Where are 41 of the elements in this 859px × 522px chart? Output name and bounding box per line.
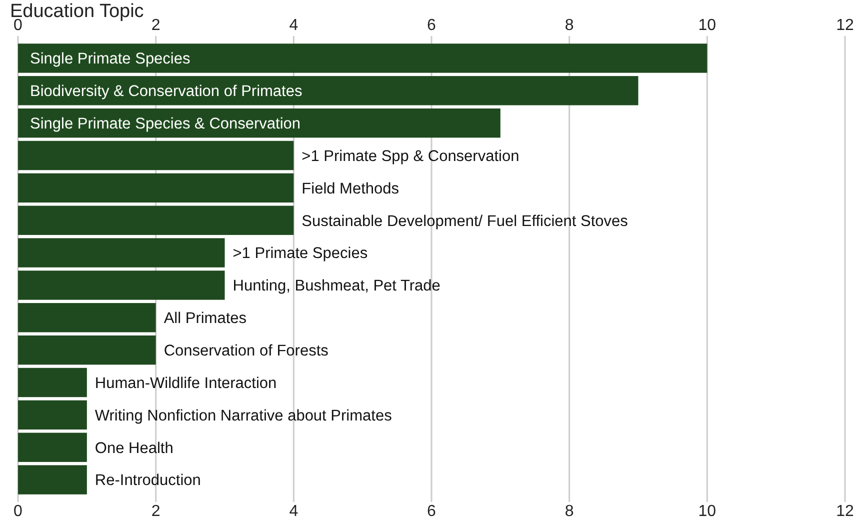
bar [18,465,87,494]
x2-tick-label: 8 [564,17,574,34]
x2-tick-label: 12 [836,17,854,34]
x2-tick-label: 10 [698,17,716,34]
bar [18,400,87,430]
y-tick-label: Human-Wildlife Interaction [94,374,277,392]
bar [18,76,638,106]
y-tick-label: Conservation of Forests [164,342,329,360]
bar [18,108,500,138]
x-tick-label: 10 [698,503,716,520]
y-tick-label: Field Methods [302,180,400,198]
x-tick-label: 2 [151,503,160,520]
y-tick-label: All Primates [164,310,247,328]
x2-tick-label: 2 [151,17,160,34]
x-tick-label: 12 [836,503,854,520]
bar [18,140,294,170]
x-tick-label: 0 [14,503,23,520]
y-tick-label: One Health [94,440,174,457]
y-tick-label: Single Primate Species & Conservation [30,115,301,132]
bar [18,270,225,300]
x-tick-label: 8 [564,503,574,520]
bar [18,206,294,235]
y-tick-label: Writing Nonfiction Narrative about Primates [94,407,392,424]
bar [18,173,294,203]
y-tick-label: Single Primate Species [30,50,190,68]
bar [18,303,156,332]
bar [18,368,87,398]
bar [18,432,87,462]
bar [18,44,708,73]
y-tick-label: >1 Primate Species [232,245,368,262]
y-tick-label: Hunting, Bushmeat, Pet Trade [232,278,440,295]
bar [18,335,156,365]
x-tick-label: 4 [289,503,298,520]
bar [18,238,225,268]
y-tick-label: Sustainable Development/ Fuel Efficient Stoves [302,212,628,230]
x-tick-label: 6 [427,503,436,520]
x2-tick-label: 4 [289,17,298,34]
y-tick-label: >1 Primate Spp & Conservation [302,148,520,165]
y-tick-label: Re-Introduction [94,472,201,490]
x2-tick-label: 6 [427,17,436,34]
y-tick-label: Biodiversity & Conservation of Primates [30,83,302,100]
